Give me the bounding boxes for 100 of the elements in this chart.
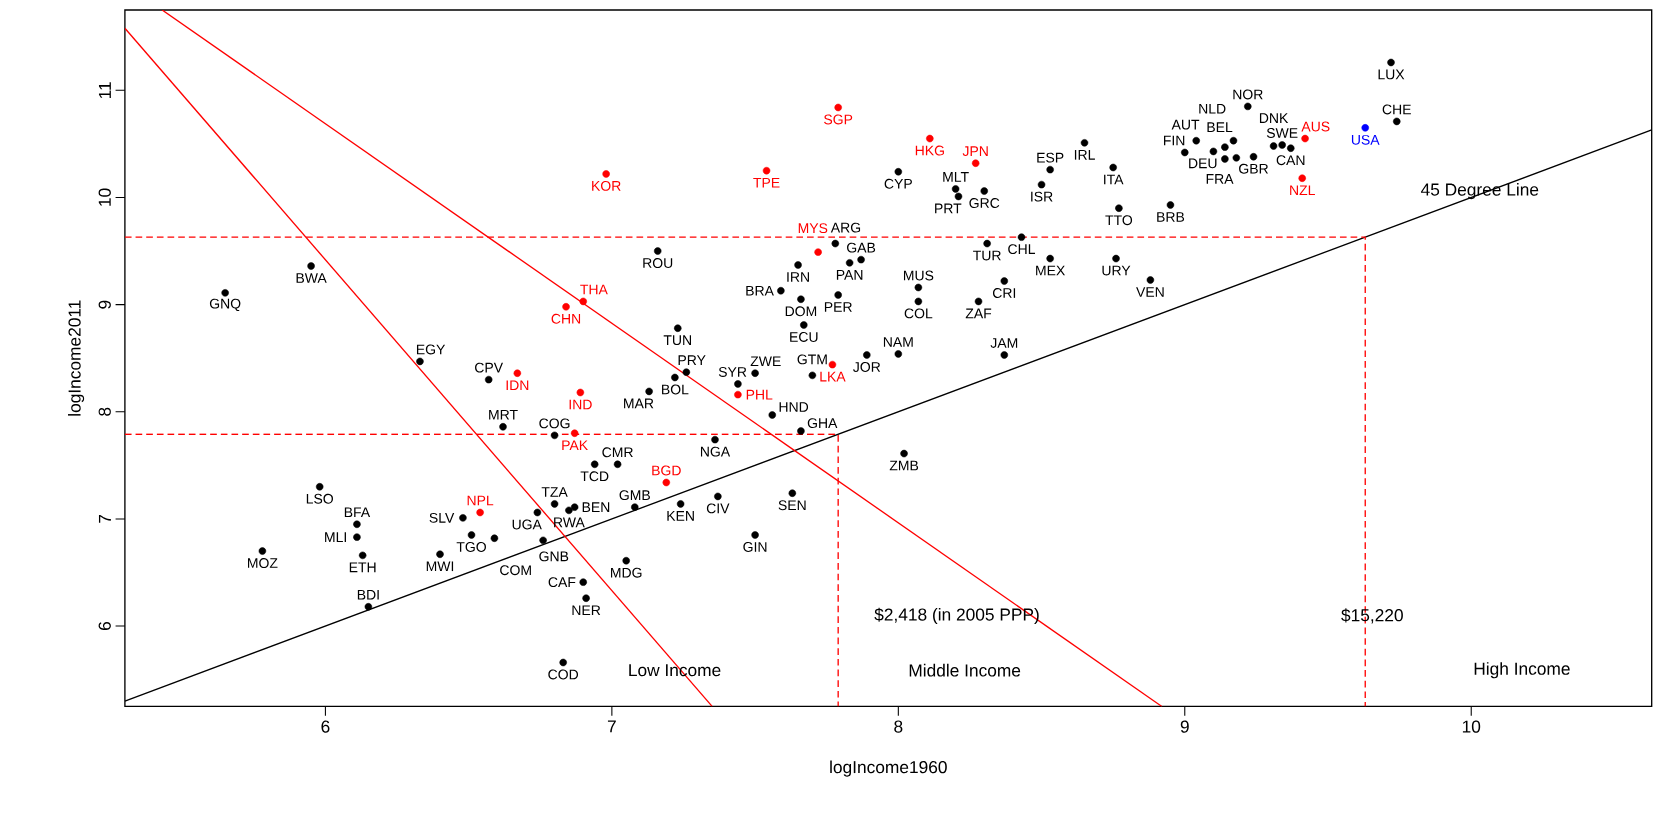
data-label: EGY bbox=[416, 344, 446, 355]
data-label: USA bbox=[1351, 134, 1380, 145]
data-label: IRL bbox=[1074, 149, 1095, 160]
data-label: COD bbox=[548, 669, 579, 680]
data-label: JOR bbox=[853, 361, 881, 372]
x-tick-label: 7 bbox=[607, 720, 616, 733]
data-label: COM bbox=[500, 565, 531, 575]
data-label: UGA bbox=[512, 519, 542, 530]
data-label: COL bbox=[904, 308, 933, 319]
data-label: DOM bbox=[785, 306, 817, 317]
data-label: IDN bbox=[506, 380, 529, 390]
point bbox=[562, 302, 570, 311]
data-label: ZWE bbox=[750, 356, 781, 366]
point bbox=[662, 478, 671, 487]
data-label: SWE bbox=[1266, 127, 1298, 138]
x-axis-title: logIncome1960 bbox=[830, 760, 947, 777]
data-label: COG bbox=[539, 418, 570, 429]
data-label: LKA bbox=[820, 371, 846, 382]
data-label: CHE bbox=[1382, 104, 1411, 115]
point bbox=[579, 297, 587, 305]
data-label: MRT bbox=[489, 409, 518, 420]
point bbox=[926, 134, 934, 143]
data-label: TZA bbox=[541, 486, 568, 497]
data-label: PAK bbox=[562, 440, 588, 450]
data-label: TUR bbox=[973, 250, 1001, 261]
data-label: NPL bbox=[467, 495, 494, 506]
point bbox=[734, 390, 742, 399]
data-label: BGD bbox=[652, 465, 681, 476]
data-label: ARG bbox=[830, 222, 861, 233]
data-label: MDG bbox=[611, 567, 642, 578]
data-label: ESP bbox=[1037, 152, 1064, 163]
x-tick-label: 9 bbox=[1180, 720, 1189, 733]
data-label: KOR bbox=[592, 180, 621, 191]
data-label: IND bbox=[569, 399, 592, 410]
data-label: CIV bbox=[706, 503, 730, 514]
data-label: DEU bbox=[1189, 158, 1217, 169]
data-label: ECU bbox=[790, 331, 818, 342]
data-label: AUT bbox=[1171, 119, 1200, 130]
data-label: MOZ bbox=[248, 557, 278, 568]
data-label: MUS bbox=[903, 270, 934, 281]
data-label: GMB bbox=[619, 490, 650, 500]
data-label: ISR bbox=[1031, 191, 1053, 202]
data-label: SGP bbox=[824, 114, 853, 125]
data-label: BWA bbox=[296, 273, 327, 283]
data-label: BDI bbox=[357, 589, 379, 600]
point bbox=[971, 159, 980, 167]
data-label: JPN bbox=[962, 146, 988, 156]
data-label: KEN bbox=[667, 510, 694, 521]
data-label: CRI bbox=[992, 287, 1016, 298]
data-label: PER bbox=[824, 302, 852, 312]
point bbox=[1301, 134, 1309, 143]
data-label: PRY bbox=[678, 355, 706, 365]
data-label: HKG bbox=[915, 145, 944, 156]
y-tick-label: 11 bbox=[98, 82, 111, 98]
data-label: URY bbox=[1102, 265, 1131, 276]
x-tick-label: 8 bbox=[894, 720, 903, 733]
data-label: FRA bbox=[1206, 173, 1234, 184]
data-label: PRT bbox=[935, 203, 962, 214]
data-label: LSO bbox=[306, 493, 333, 504]
x-tick-label: 10 bbox=[1462, 720, 1481, 733]
data-label: MYS bbox=[798, 223, 828, 233]
data-label: IRN bbox=[787, 272, 809, 282]
data-label: TGO bbox=[456, 541, 486, 552]
data-label: RWA bbox=[554, 517, 585, 527]
data-label: LUX bbox=[1378, 69, 1405, 80]
point bbox=[576, 388, 585, 397]
data-label: JAM bbox=[990, 337, 1018, 348]
annotation: Middle Income bbox=[909, 663, 1021, 677]
point bbox=[513, 369, 522, 377]
data-label: GBR bbox=[1239, 163, 1269, 174]
data-label: CPV bbox=[475, 362, 503, 373]
data-label: PHL bbox=[746, 389, 773, 400]
data-label: MLI bbox=[325, 532, 346, 542]
data-label: BEN bbox=[582, 502, 610, 512]
point bbox=[762, 166, 771, 175]
annotation: $15,220 bbox=[1341, 608, 1403, 624]
x-tick-label: 6 bbox=[321, 720, 330, 733]
data-label: GNB bbox=[539, 551, 569, 562]
data-label: BFA bbox=[344, 507, 371, 517]
point bbox=[602, 170, 610, 178]
data-label: HND bbox=[779, 402, 809, 412]
data-label: GAB bbox=[847, 242, 876, 253]
data-label: THA bbox=[580, 284, 608, 295]
data-label: CHN bbox=[551, 313, 581, 324]
annotation: High Income bbox=[1474, 661, 1570, 679]
data-label: CAN bbox=[1276, 155, 1305, 165]
data-label: BEL bbox=[1207, 122, 1233, 132]
data-label: GRC bbox=[969, 197, 1000, 208]
data-label: CHL bbox=[1008, 244, 1036, 254]
data-label: GTM bbox=[797, 354, 827, 365]
y-tick-label: 7 bbox=[98, 514, 111, 523]
data-label: ZMB bbox=[889, 460, 919, 471]
data-label: SYR bbox=[718, 366, 747, 377]
point bbox=[1361, 123, 1369, 132]
data-label: MWI bbox=[426, 561, 454, 571]
data-label: CMR bbox=[602, 447, 633, 458]
y-axis-title: logIncome2011 bbox=[67, 300, 85, 416]
data-label: TTO bbox=[1105, 215, 1133, 225]
data-label: GHA bbox=[807, 417, 838, 428]
data-label: NGA bbox=[700, 446, 731, 457]
